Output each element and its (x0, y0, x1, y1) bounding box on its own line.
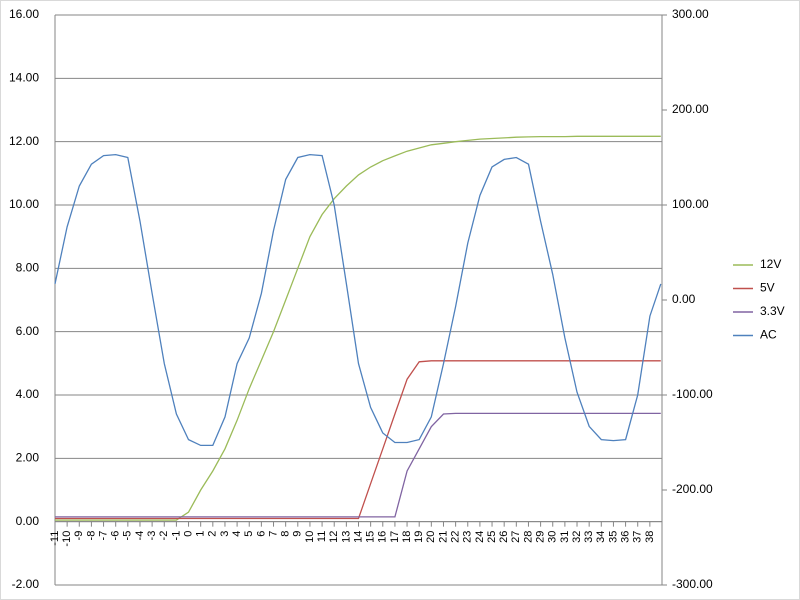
x-tick-label: 20 (425, 531, 437, 543)
x-tick-label: 24 (474, 531, 486, 543)
x-tick-label: 7 (267, 531, 279, 537)
x-tick-label: 36 (619, 531, 631, 543)
x-tick-label: -1 (170, 531, 182, 541)
y-tick-label: 0.00 (16, 514, 40, 528)
legend-label: 5V (760, 281, 775, 295)
x-tick-label: 11 (316, 531, 328, 542)
x-tick-label: -9 (73, 531, 85, 541)
y-tick-label: 16.00 (9, 7, 39, 21)
y-tick-label: -2.00 (12, 577, 40, 591)
legend-label: 12V (760, 257, 781, 271)
x-tick-label: 31 (559, 531, 571, 543)
x-tick-label: 29 (535, 531, 547, 543)
x-tick-label: 8 (280, 531, 292, 537)
x-tick-label: -8 (85, 531, 97, 541)
x-tick-label: 1 (195, 531, 207, 537)
x-tick-label: 38 (644, 531, 656, 543)
y2-tick-label: 0.00 (672, 292, 696, 306)
y-tick-label: 12.00 (9, 134, 39, 148)
x-tick-label: 18 (401, 531, 413, 543)
x-tick-label: 3 (219, 531, 231, 537)
series-line (55, 135, 661, 521)
x-tick-label: -3 (146, 531, 158, 541)
x-tick-label: 25 (486, 531, 498, 543)
y-tick-label: 10.00 (9, 197, 39, 211)
x-tick-label: 0 (182, 531, 194, 537)
x-tick-label: 14 (352, 531, 364, 543)
x-tick-label: -10 (61, 531, 73, 547)
x-tick-label: 13 (340, 531, 352, 543)
y2-tick-label: -100.00 (672, 387, 713, 401)
x-tick-label: -7 (97, 531, 109, 541)
x-tick-label: 33 (583, 531, 595, 543)
x-tick-label: 10 (304, 531, 316, 543)
x-tick-label: 9 (292, 531, 304, 537)
x-tick-label: 6 (255, 531, 267, 537)
x-tick-label: 22 (450, 531, 462, 543)
series-line (55, 360, 661, 520)
y2-tick-label: -200.00 (672, 482, 713, 496)
y-tick-label: 14.00 (9, 71, 39, 85)
x-tick-label: -2 (158, 531, 170, 541)
x-tick-label: 21 (437, 531, 449, 543)
y2-tick-label: 200.00 (672, 102, 709, 116)
x-tick-label: 12 (328, 531, 340, 543)
x-tick-label: 2 (207, 531, 219, 537)
x-tick-label: 32 (571, 531, 583, 543)
x-tick-label: 19 (413, 531, 425, 543)
series-line (55, 412, 661, 518)
x-tick-label: -4 (134, 531, 146, 541)
x-tick-label: -6 (110, 531, 122, 541)
y-tick-label: 2.00 (16, 451, 40, 465)
y2-tick-label: 300.00 (672, 7, 709, 21)
y2-tick-label: 100.00 (672, 197, 709, 211)
x-tick-label: -11 (49, 531, 61, 546)
x-tick-label: 37 (632, 531, 644, 543)
legend-label: AC (760, 328, 777, 342)
legend-label: 3.3V (760, 304, 785, 318)
y2-tick-label: -300.00 (672, 577, 713, 591)
x-tick-label: 35 (607, 531, 619, 543)
x-tick-label: 17 (389, 531, 401, 543)
x-tick-label: 28 (522, 531, 534, 543)
x-tick-label: 27 (510, 531, 522, 543)
x-tick-label: -5 (122, 531, 134, 541)
x-tick-label: 26 (498, 531, 510, 543)
x-tick-label: 23 (462, 531, 474, 543)
x-tick-label: 4 (231, 531, 243, 537)
y-tick-label: 6.00 (16, 324, 40, 338)
series-line (54, 153, 662, 447)
y-tick-label: 8.00 (16, 261, 40, 275)
y-tick-label: 4.00 (16, 387, 40, 401)
x-tick-label: 34 (595, 531, 607, 543)
x-tick-label: 5 (243, 531, 255, 537)
x-tick-label: 15 (365, 531, 377, 543)
x-tick-label: 16 (377, 531, 389, 543)
x-tick-label: 30 (547, 531, 559, 543)
